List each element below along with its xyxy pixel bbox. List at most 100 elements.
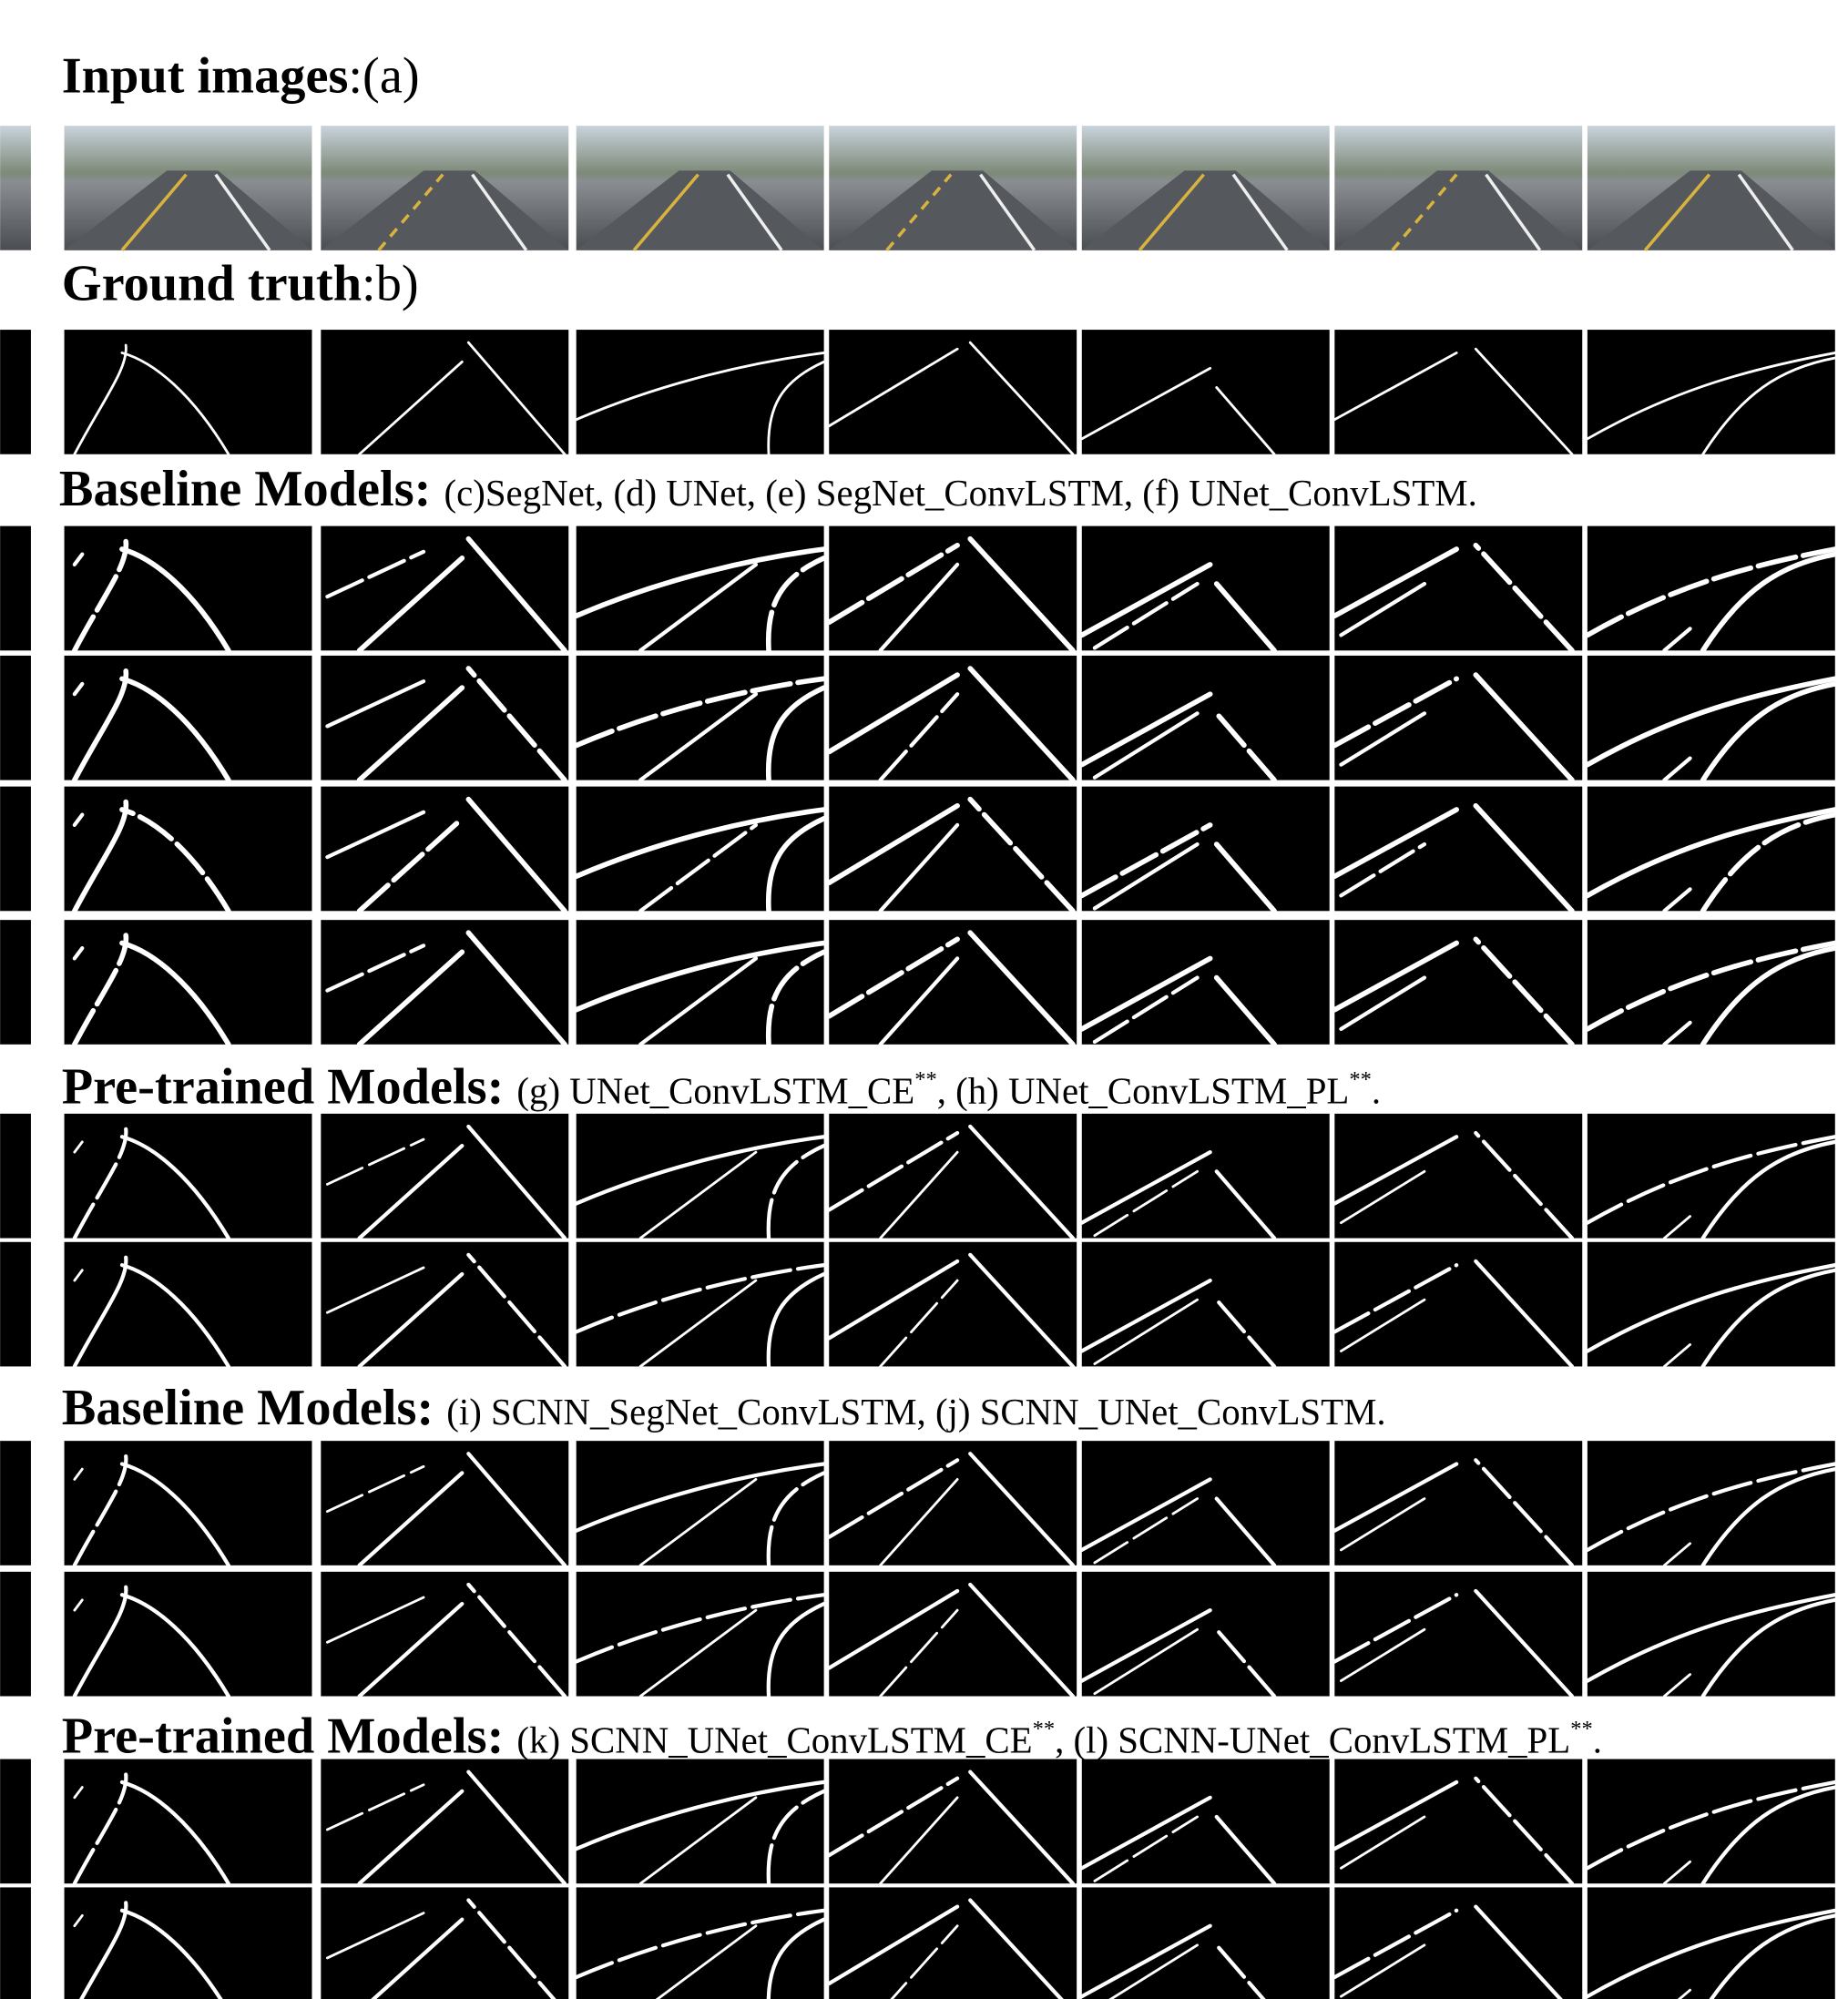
lane-mask — [1082, 787, 1330, 912]
mask-background — [1334, 920, 1582, 1045]
mask-background — [321, 656, 568, 780]
mask-background — [829, 1441, 1077, 1566]
input-image — [577, 126, 824, 250]
lane-mask — [577, 1242, 824, 1367]
lane-mask — [1082, 656, 1330, 780]
mask-background — [321, 330, 568, 454]
mask-background — [321, 787, 568, 912]
mask-background — [65, 787, 312, 912]
section-heading: Input images:(a) — [62, 47, 420, 104]
mask-background — [65, 1759, 312, 1884]
lane-mask — [65, 787, 312, 912]
mask-background — [577, 1572, 824, 1697]
lane-mask — [1588, 1572, 1835, 1697]
mask-background — [1334, 1572, 1582, 1697]
lane-mask — [1334, 1441, 1582, 1566]
section-caption: :(a) — [348, 47, 419, 104]
lane-mask — [1588, 787, 1835, 912]
lane-mask — [1588, 1242, 1835, 1367]
mask-background — [1588, 1242, 1835, 1367]
mask-background — [65, 1887, 312, 1999]
mask-image-crop — [0, 656, 31, 780]
mask-image-crop — [0, 787, 31, 912]
mask-background — [577, 656, 824, 780]
mask-image-crop — [0, 526, 31, 651]
lane-mask — [1588, 1887, 1835, 1999]
caption-superscript: ** — [1033, 1717, 1055, 1741]
mask-background — [829, 787, 1077, 912]
mask-background — [65, 330, 312, 454]
lane-mask — [65, 1441, 312, 1566]
input-image — [1588, 126, 1835, 250]
mask-background — [829, 656, 1077, 780]
mask-background — [1588, 1887, 1835, 1999]
lane-mask — [1082, 1242, 1330, 1367]
section-heading: Baseline Models:(i) SCNN_SegNet_ConvLSTM… — [62, 1380, 1386, 1436]
mask-background — [321, 1114, 568, 1239]
lane-mask — [1334, 1114, 1582, 1239]
lane-mask — [829, 656, 1077, 780]
mask-background — [65, 1441, 312, 1566]
mask-background — [1334, 1759, 1582, 1884]
lane-mask — [829, 1441, 1077, 1566]
section-caption: . — [1372, 1071, 1381, 1112]
mask-background — [1334, 1441, 1582, 1566]
lane-mask — [65, 1572, 312, 1697]
lane-mask — [65, 656, 312, 780]
caption-superscript: ** — [1349, 1067, 1372, 1092]
lane-mask — [829, 1887, 1077, 1999]
mask-background — [829, 330, 1077, 454]
mask-background — [65, 1572, 312, 1697]
lane-mask — [1588, 330, 1835, 454]
input-image — [1334, 126, 1582, 250]
lane-mask — [829, 787, 1077, 912]
mask-background — [577, 526, 824, 651]
caption-superscript: ** — [914, 1067, 937, 1092]
section-caption: (k) SCNN_UNet_ConvLSTM_CE — [516, 1719, 1032, 1760]
lane-mask — [1334, 1242, 1582, 1367]
mask-background — [65, 1114, 312, 1239]
mask-image-crop — [0, 330, 31, 454]
lane-mask — [321, 656, 568, 780]
lane-mask — [577, 330, 824, 454]
caption-superscript: ** — [1570, 1717, 1593, 1741]
mask-image-crop — [0, 1759, 31, 1884]
input-image — [321, 126, 568, 250]
input-image — [829, 126, 1077, 250]
lane-mask — [1334, 1887, 1582, 1999]
lane-mask — [1588, 526, 1835, 651]
lane-mask — [321, 1242, 568, 1367]
page: {"sections": [ {"title": "Input images",… — [0, 0, 1848, 1999]
lane-mask — [1334, 330, 1582, 454]
mask-image-crop — [0, 1114, 31, 1239]
lane-mask — [1588, 656, 1835, 780]
lane-mask — [321, 787, 568, 912]
mask-image-crop — [0, 1441, 31, 1566]
section-caption: (i) SCNN_SegNet_ConvLSTM, (j) SCNN_UNet_… — [446, 1392, 1385, 1433]
section-caption: , (h) UNet_ConvLSTM_PL — [937, 1071, 1350, 1112]
mask-background — [829, 1572, 1077, 1697]
lane-mask — [1334, 1572, 1582, 1697]
lane-mask — [65, 330, 312, 454]
lane-mask — [65, 1242, 312, 1367]
section-title: Ground truth — [62, 256, 362, 312]
section-heading: Pre-trained Models:(k) SCNN_UNet_ConvLST… — [62, 1708, 1602, 1764]
mask-background — [577, 1114, 824, 1239]
lane-mask — [577, 1572, 824, 1697]
mask-background — [1588, 787, 1835, 912]
mask-background — [1082, 1887, 1330, 1999]
lane-mask — [321, 1572, 568, 1697]
mask-background — [577, 1759, 824, 1884]
section-caption: :b) — [362, 256, 419, 312]
mask-background — [577, 330, 824, 454]
mask-background — [829, 920, 1077, 1045]
mask-background — [321, 920, 568, 1045]
lane-mask — [1334, 656, 1582, 780]
input-image — [65, 126, 312, 250]
lane-mask — [321, 526, 568, 651]
mask-background — [1334, 330, 1582, 454]
section-heading: Baseline Models:(c)SegNet, (d) UNet, (e)… — [59, 461, 1477, 517]
lane-mask — [577, 920, 824, 1045]
lane-mask — [1082, 1572, 1330, 1697]
section-title: Pre-trained Models: — [62, 1059, 505, 1116]
